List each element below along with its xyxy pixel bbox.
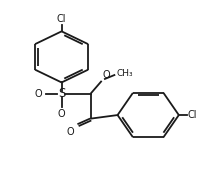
Text: CH₃: CH₃ bbox=[116, 69, 133, 78]
Text: Cl: Cl bbox=[187, 110, 197, 120]
Text: O: O bbox=[58, 109, 65, 119]
Text: O: O bbox=[103, 70, 110, 80]
Text: O: O bbox=[67, 127, 74, 137]
Text: Cl: Cl bbox=[57, 14, 66, 24]
Text: O: O bbox=[35, 89, 43, 99]
Text: S: S bbox=[58, 87, 65, 100]
